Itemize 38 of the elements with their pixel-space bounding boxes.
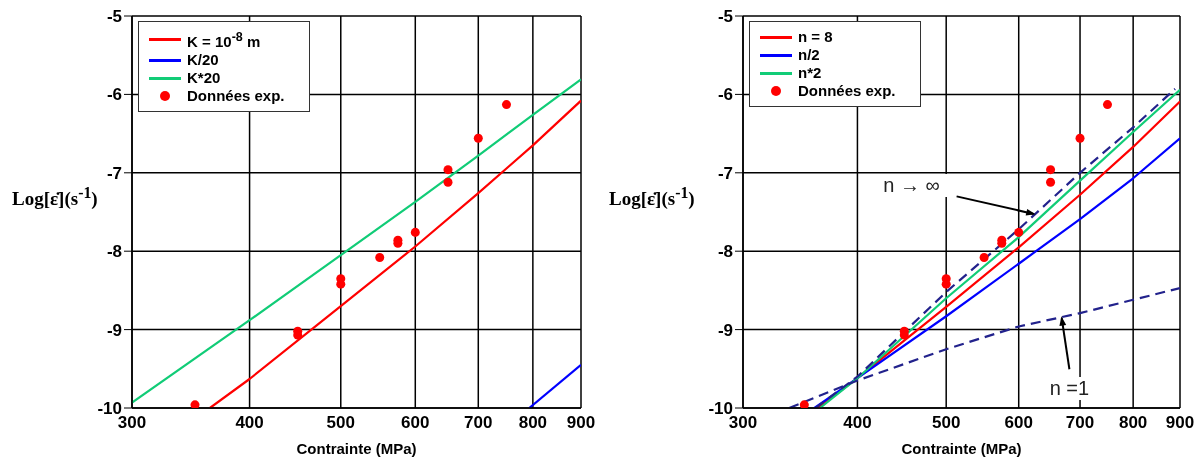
x-tick-label: 600	[1004, 413, 1033, 433]
x-tick-label: 700	[464, 413, 493, 433]
x-tick-label: 900	[1165, 413, 1195, 433]
x-axis-title: Contrainte (MPa)	[901, 440, 1022, 457]
x-tick-label: 500	[932, 413, 961, 433]
legend-label: K*20	[187, 69, 222, 87]
legend-label: n = 8	[798, 28, 834, 46]
legend-label: K = 10$^{-8}$ m	[187, 29, 262, 51]
y-tick-label: -5	[106, 7, 122, 27]
y-tick-label: -9	[106, 320, 122, 340]
y-tick-label: -6	[106, 85, 122, 105]
x-tick-label: 300	[728, 413, 758, 433]
y-tick-label: -8	[717, 242, 733, 262]
x-tick-label: 300	[117, 413, 147, 433]
x-tick-label: 400	[235, 413, 264, 433]
legend-label: Données exp.	[798, 82, 897, 100]
annotation: n =1	[1029, 377, 1110, 401]
legend-label: n*2	[798, 64, 823, 82]
y-tick-label: -8	[106, 242, 122, 262]
x-tick-label: 800	[1118, 413, 1148, 433]
y-tick-label: -9	[717, 320, 733, 340]
y-tick-label: -5	[717, 7, 733, 27]
x-tick-label: 700	[1065, 413, 1095, 433]
x-axis-title: Contrainte (MPa)	[296, 440, 417, 457]
legend-label: K/20	[187, 51, 220, 69]
x-tick-label: 400	[843, 413, 872, 433]
legend-label: Données exp.	[187, 87, 286, 105]
x-tick-label: 500	[326, 413, 355, 433]
annotation: n → ∞	[871, 174, 952, 198]
x-tick-label: 800	[518, 413, 548, 433]
legend-label: n/2	[798, 46, 821, 64]
x-tick-label: 900	[566, 413, 596, 433]
y-tick-label: -7	[106, 163, 122, 183]
x-tick-label: 600	[401, 413, 430, 433]
y-axis-title: Log[ε̇](s$^{-1}$)	[12, 184, 98, 211]
y-axis-title: Log[ε̇](s$^{-1}$)	[609, 184, 695, 211]
y-tick-label: -7	[717, 163, 733, 183]
y-tick-label: -6	[717, 85, 733, 105]
